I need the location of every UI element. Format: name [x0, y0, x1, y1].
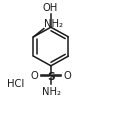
Text: S: S: [47, 72, 55, 82]
Text: NH₂: NH₂: [44, 19, 63, 29]
Text: O: O: [64, 71, 72, 81]
Text: O: O: [30, 71, 38, 81]
Text: HCl: HCl: [7, 79, 24, 89]
Text: OH: OH: [43, 3, 58, 13]
Text: NH₂: NH₂: [42, 86, 61, 96]
